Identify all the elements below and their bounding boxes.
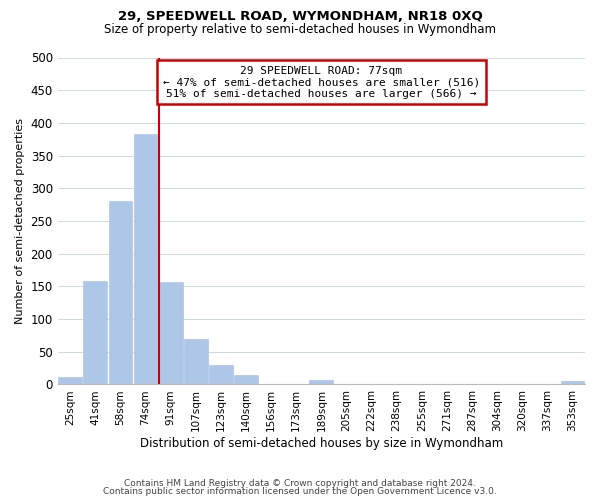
Bar [159,282,182,384]
Bar [134,134,157,384]
Text: Contains HM Land Registry data © Crown copyright and database right 2024.: Contains HM Land Registry data © Crown c… [124,478,476,488]
Bar [209,365,233,384]
Text: 29, SPEEDWELL ROAD, WYMONDHAM, NR18 0XQ: 29, SPEEDWELL ROAD, WYMONDHAM, NR18 0XQ [118,10,482,23]
Bar [184,338,208,384]
Text: 29 SPEEDWELL ROAD: 77sqm
← 47% of semi-detached houses are smaller (516)
51% of : 29 SPEEDWELL ROAD: 77sqm ← 47% of semi-d… [163,66,480,99]
Bar [234,376,258,384]
Text: Contains public sector information licensed under the Open Government Licence v3: Contains public sector information licen… [103,487,497,496]
Bar [58,376,82,384]
Bar [310,380,333,384]
X-axis label: Distribution of semi-detached houses by size in Wymondham: Distribution of semi-detached houses by … [140,437,503,450]
Bar [83,281,107,384]
Bar [560,381,584,384]
Y-axis label: Number of semi-detached properties: Number of semi-detached properties [15,118,25,324]
Bar [109,200,133,384]
Text: Size of property relative to semi-detached houses in Wymondham: Size of property relative to semi-detach… [104,22,496,36]
